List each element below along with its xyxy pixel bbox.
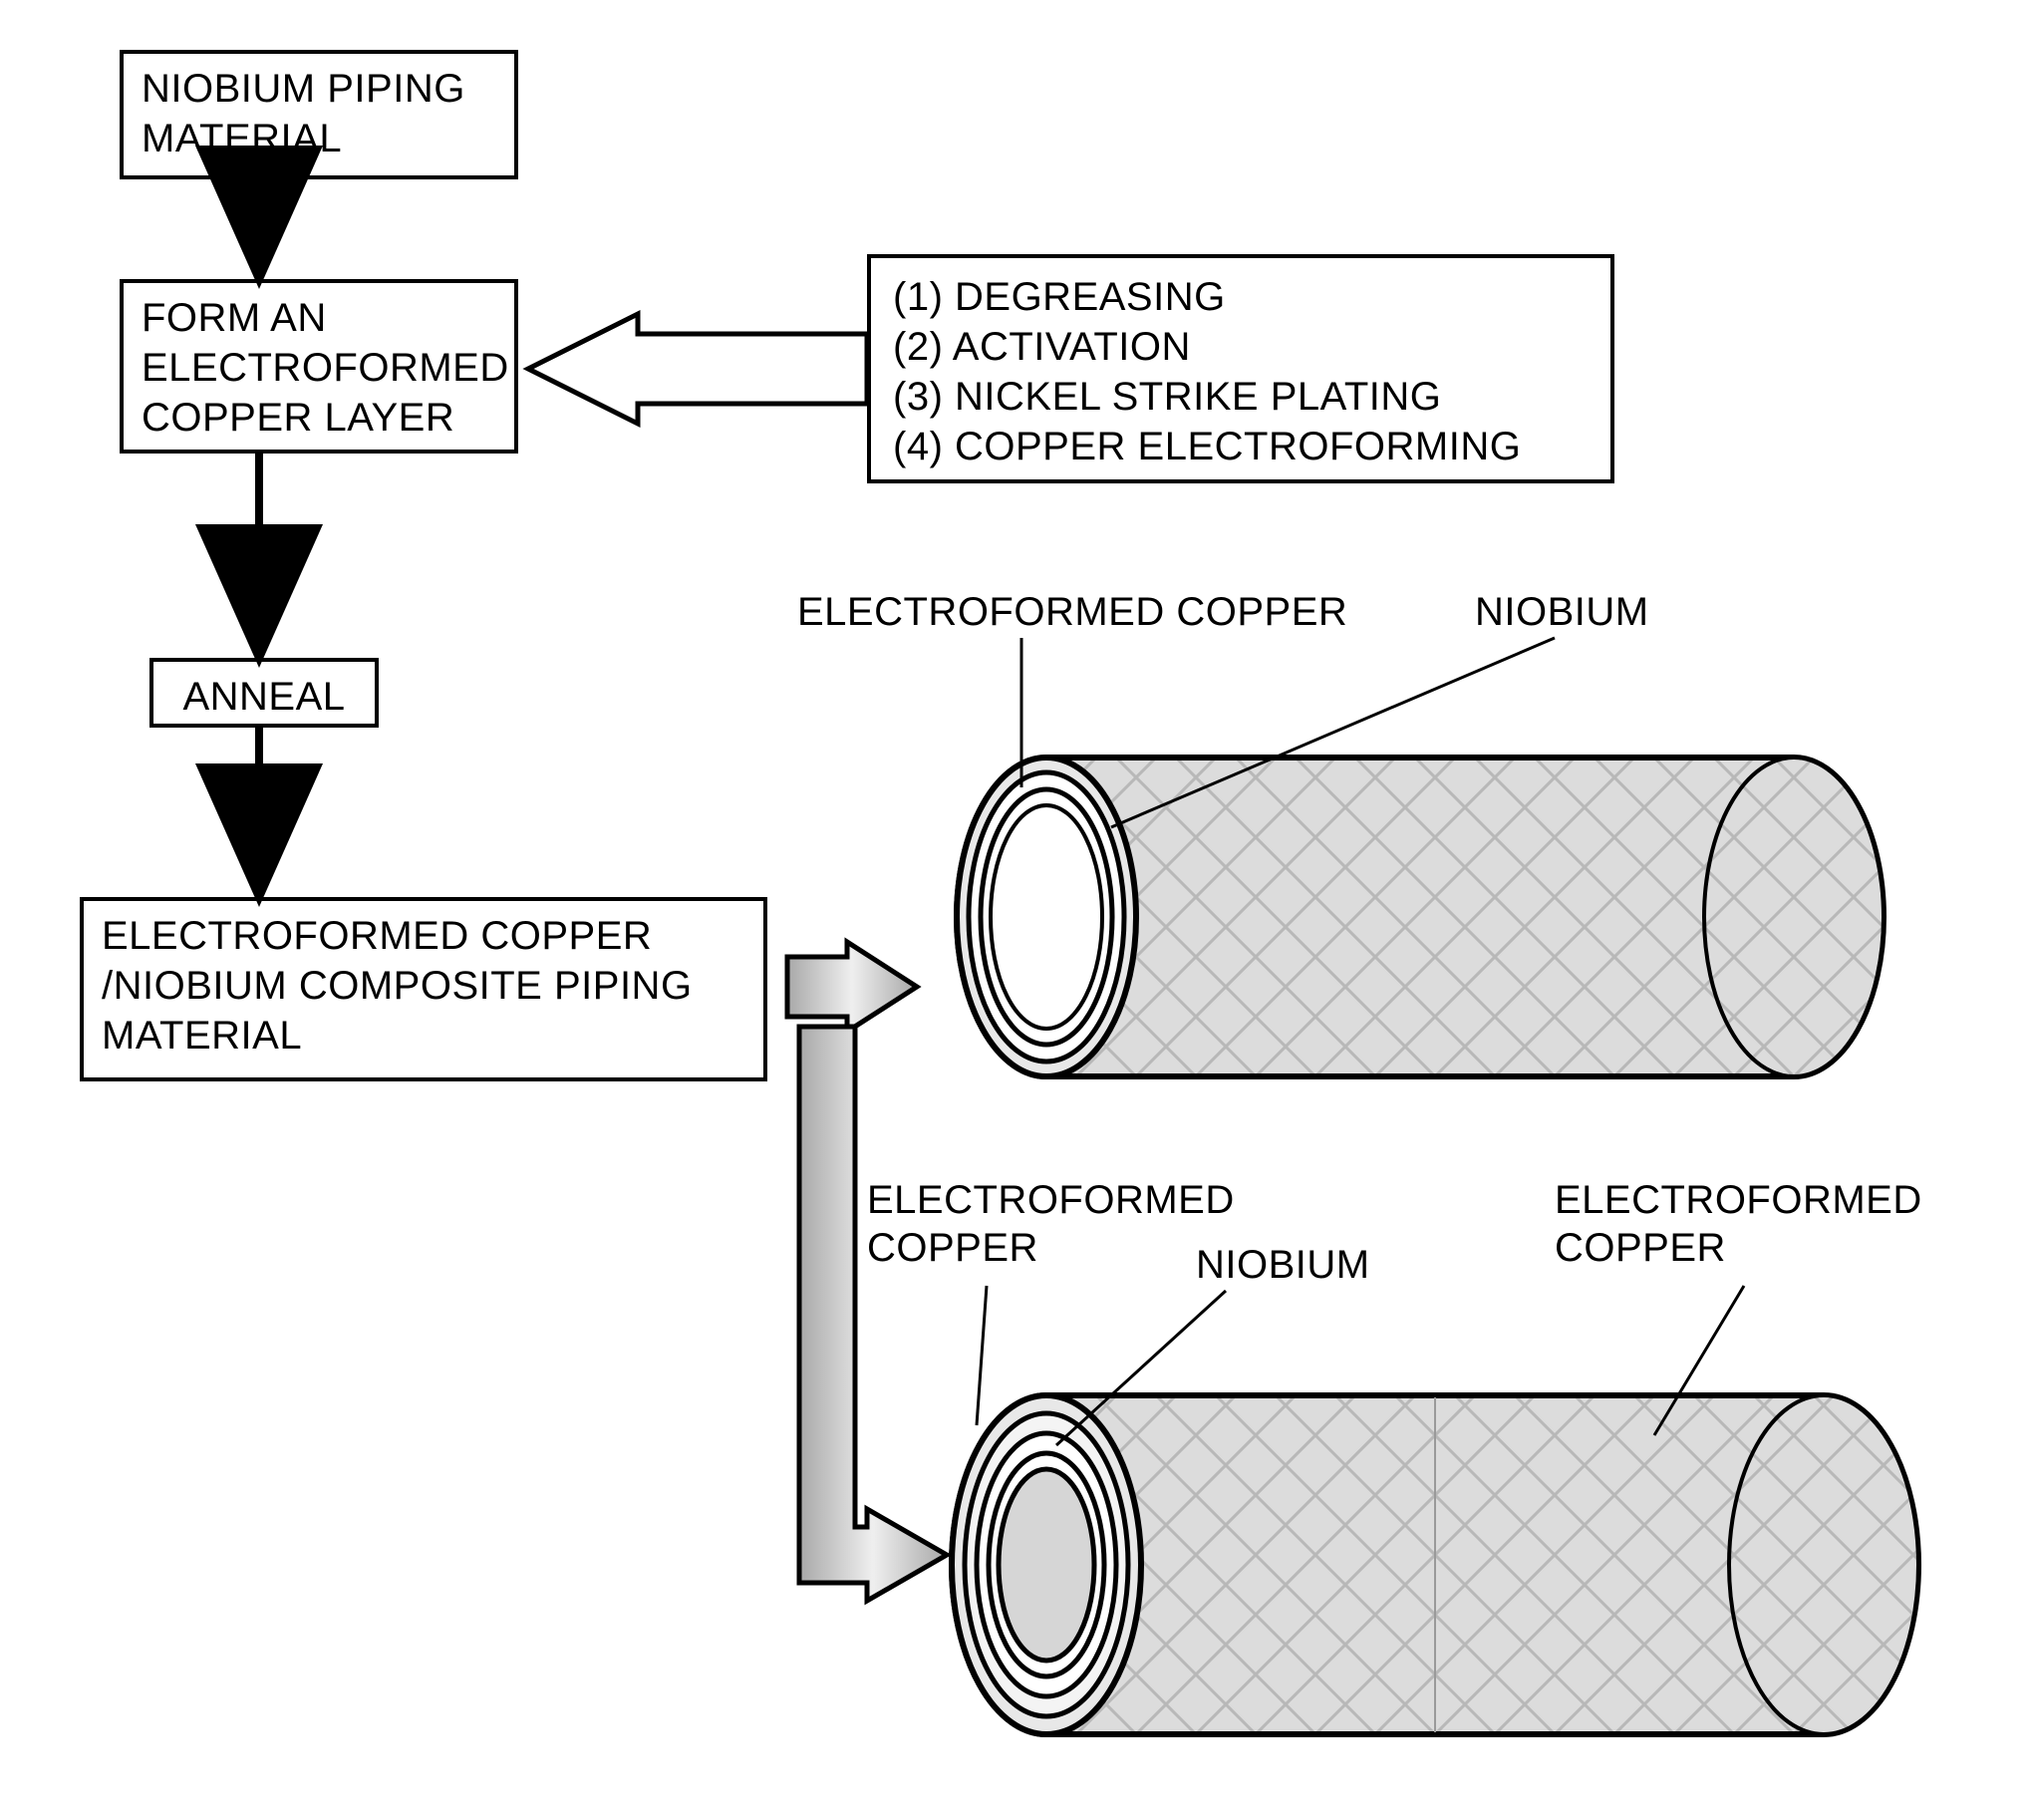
step2-text: FORM ANELECTROFORMEDCOPPER LAYER xyxy=(142,296,509,440)
label-bot-copper-left: ELECTROFORMEDCOPPER xyxy=(867,1176,1235,1272)
lead-bot-copper-left xyxy=(977,1286,987,1425)
label-bot-niobium: NIOBIUM xyxy=(1196,1241,1370,1289)
label-top-copper: ELECTROFORMED COPPER xyxy=(797,588,1347,636)
step4-text: ELECTROFORMED COPPER/NIOBIUM COMPOSITE P… xyxy=(102,914,693,1058)
label-bot-copper-right: ELECTROFORMEDCOPPER xyxy=(1555,1176,1922,1272)
substep-3: (3) NICKEL STRIKE PLATING xyxy=(893,372,1589,422)
lead-bot-copper-right xyxy=(1654,1286,1744,1435)
block-arrow-to-cyl1 xyxy=(787,942,917,1032)
lead-top-niobium xyxy=(1111,638,1555,827)
cylinder-bottom xyxy=(952,1395,1918,1734)
step3-box: ANNEAL xyxy=(149,658,379,728)
block-arrow-to-cyl2 xyxy=(799,1027,947,1601)
cylinder-top xyxy=(957,758,1884,1076)
step1-box: NIOBIUM PIPINGMATERIAL xyxy=(120,50,518,179)
substeps-box: (1) DEGREASING (2) ACTIVATION (3) NICKEL… xyxy=(867,254,1614,483)
block-arrow-substeps xyxy=(528,314,867,424)
substep-4: (4) COPPER ELECTROFORMING xyxy=(893,422,1589,471)
lead-bot-niobium xyxy=(1056,1291,1226,1445)
label-top-niobium: NIOBIUM xyxy=(1475,588,1649,636)
step1-text: NIOBIUM PIPINGMATERIAL xyxy=(142,67,465,160)
step3-text: ANNEAL xyxy=(182,675,345,719)
substep-1: (1) DEGREASING xyxy=(893,272,1589,322)
step4-box: ELECTROFORMED COPPER/NIOBIUM COMPOSITE P… xyxy=(80,897,767,1081)
substep-2: (2) ACTIVATION xyxy=(893,322,1589,372)
step2-box: FORM ANELECTROFORMEDCOPPER LAYER xyxy=(120,279,518,454)
